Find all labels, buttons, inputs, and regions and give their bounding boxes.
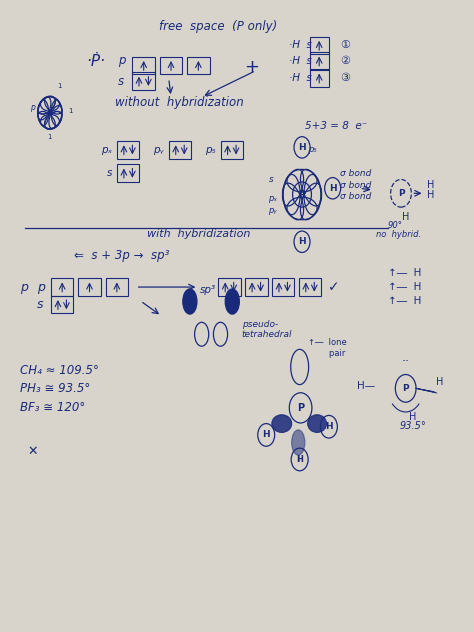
Text: ①: ① <box>340 40 350 51</box>
Text: PH₃ ≅ 93.5°: PH₃ ≅ 93.5° <box>20 382 91 396</box>
Text: BF₃ ≅ 120°: BF₃ ≅ 120° <box>20 401 85 414</box>
Text: ↑―  lone
        pair: ↑― lone pair <box>308 338 346 358</box>
Ellipse shape <box>183 289 197 314</box>
Text: s: s <box>107 168 112 178</box>
Text: pseudo-
tetrahedral: pseudo- tetrahedral <box>242 320 292 339</box>
Text: without  hybridization: without hybridization <box>115 95 244 109</box>
Text: pₓ: pₓ <box>101 145 112 155</box>
Text: P: P <box>398 189 404 198</box>
Text: ↑―  H: ↑― H <box>388 296 421 306</box>
Ellipse shape <box>225 289 239 314</box>
Text: sp³: sp³ <box>200 284 216 295</box>
Text: ✕: ✕ <box>27 445 38 458</box>
Text: H: H <box>263 430 270 439</box>
Text: H—: H— <box>357 382 375 391</box>
Text: ·H  s: ·H s <box>289 40 312 51</box>
Text: σ bond: σ bond <box>340 169 371 178</box>
Ellipse shape <box>308 415 327 432</box>
Text: ↑―  H: ↑― H <box>388 282 421 292</box>
Text: P: P <box>402 384 409 393</box>
Text: P: P <box>297 403 304 413</box>
Text: ✓: ✓ <box>328 280 340 294</box>
Text: CH₄ ≈ 109.5°: CH₄ ≈ 109.5° <box>20 364 99 377</box>
Text: free  space  (P only): free space (P only) <box>159 20 277 33</box>
Text: 93.5°: 93.5° <box>400 422 427 431</box>
Text: s: s <box>36 298 43 311</box>
Text: H: H <box>325 422 333 431</box>
Text: H: H <box>402 212 410 222</box>
Text: +: + <box>244 58 259 76</box>
Text: ⇐  s + 3p →  sp³: ⇐ s + 3p → sp³ <box>74 249 170 262</box>
Text: p₅: p₅ <box>308 145 317 154</box>
Text: pₓ: pₓ <box>268 194 277 203</box>
Text: H: H <box>427 190 434 200</box>
Text: pᵧ: pᵧ <box>154 145 164 155</box>
Text: ··: ·· <box>401 355 410 368</box>
Text: ③: ③ <box>340 73 350 83</box>
Text: H: H <box>298 237 306 246</box>
Text: ·Ṗ·: ·Ṗ· <box>86 54 105 69</box>
Text: σ bond: σ bond <box>340 192 371 201</box>
Text: ↑―  H: ↑― H <box>388 268 421 278</box>
Text: 1: 1 <box>47 134 52 140</box>
Text: H: H <box>410 412 417 422</box>
Text: p: p <box>118 54 126 67</box>
Text: p: p <box>20 281 28 293</box>
Ellipse shape <box>272 415 292 432</box>
Text: p₅: p₅ <box>205 145 216 155</box>
Text: ·H  s: ·H s <box>289 73 312 83</box>
Text: 1: 1 <box>57 83 62 88</box>
Text: 5+3 = 8  e⁻: 5+3 = 8 e⁻ <box>305 121 367 131</box>
Text: pᵧ: pᵧ <box>268 207 277 216</box>
Text: 1: 1 <box>68 108 73 114</box>
Text: H: H <box>296 455 303 464</box>
Text: H: H <box>437 377 444 387</box>
Text: ②: ② <box>340 56 350 66</box>
Ellipse shape <box>292 430 305 455</box>
Text: H: H <box>297 455 302 464</box>
Text: H: H <box>427 180 434 190</box>
Text: H: H <box>329 184 337 193</box>
Text: H: H <box>298 143 306 152</box>
Text: p: p <box>30 102 35 112</box>
Text: p: p <box>36 281 45 293</box>
Text: 90°: 90° <box>388 221 403 230</box>
Text: with  hybridization: with hybridization <box>147 229 251 239</box>
Text: σ bond: σ bond <box>340 181 371 190</box>
Text: no  hybrid.: no hybrid. <box>376 230 421 240</box>
Text: ·H  s: ·H s <box>289 56 312 66</box>
Text: s: s <box>269 175 274 184</box>
Text: P: P <box>299 190 306 200</box>
Text: s: s <box>118 75 124 88</box>
